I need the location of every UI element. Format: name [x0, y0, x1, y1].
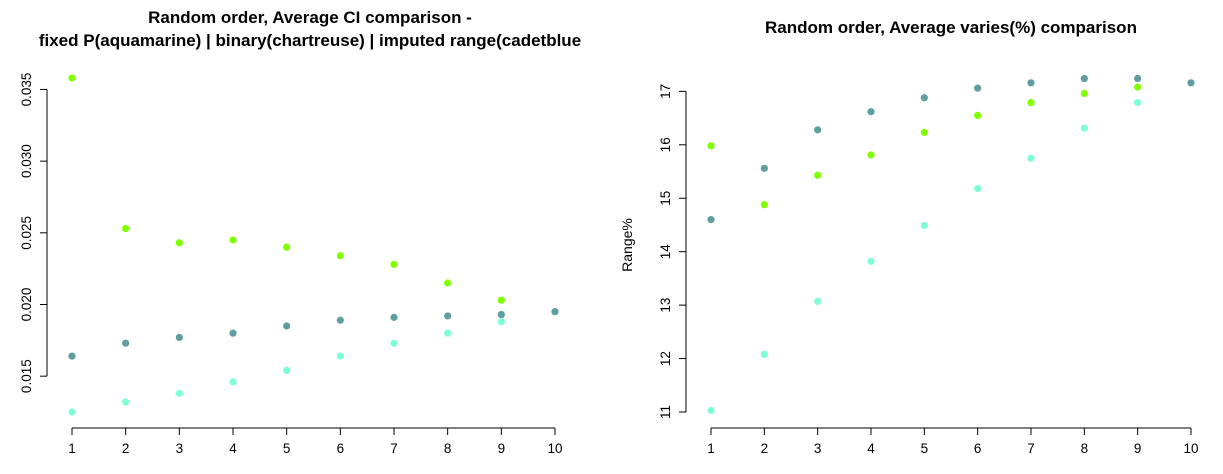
- x-tick-label: 3: [814, 441, 822, 456]
- x-tick-label: 3: [176, 441, 184, 456]
- y-tick-label: 16: [658, 137, 673, 152]
- data-point: [336, 252, 344, 260]
- data-point: [229, 378, 237, 386]
- chart-title-line: fixed P(aquamarine) | binary(chartreuse)…: [39, 31, 581, 50]
- x-tick-label: 5: [921, 441, 929, 456]
- data-point: [229, 329, 237, 337]
- data-point: [444, 329, 452, 337]
- y-tick-label: 12: [658, 351, 673, 366]
- data-point: [229, 236, 237, 244]
- data-point: [390, 313, 398, 321]
- x-tick-label: 9: [498, 441, 506, 456]
- data-point: [497, 310, 505, 319]
- x-tick-label: 8: [444, 441, 452, 456]
- data-point: [814, 126, 822, 134]
- data-point: [707, 142, 715, 150]
- data-point: [390, 260, 398, 268]
- y-axis-label: Range%: [619, 218, 635, 272]
- data-point: [707, 216, 715, 224]
- data-point: [1187, 79, 1195, 87]
- data-point: [444, 312, 452, 320]
- data-point: [444, 279, 452, 287]
- x-tick-label: 4: [867, 441, 875, 456]
- data-point: [122, 339, 130, 347]
- data-point: [867, 257, 875, 265]
- data-point: [336, 352, 344, 360]
- y-tick-label: 0.030: [19, 144, 34, 178]
- data-point: [1134, 83, 1142, 91]
- y-tick-label: 0.020: [19, 288, 34, 322]
- data-point: [814, 297, 822, 305]
- x-tick-label: 5: [283, 441, 291, 456]
- chart-title-line: Random order, Average CI comparison -: [148, 8, 472, 27]
- chart-panel-varies: Random order, Average varies(%) comparis…: [619, 18, 1199, 456]
- data-point: [920, 128, 928, 137]
- y-tick-label: 0.025: [19, 216, 34, 250]
- x-tick-label: 9: [1134, 441, 1142, 456]
- chart-title-line: Random order, Average varies(%) comparis…: [765, 18, 1137, 37]
- data-point: [707, 406, 715, 414]
- data-point: [1134, 98, 1142, 107]
- data-point: [1134, 74, 1142, 83]
- data-point: [175, 333, 183, 342]
- data-point: [1027, 98, 1035, 107]
- y-tick-label: 13: [658, 298, 673, 313]
- data-point: [974, 111, 982, 120]
- x-tick-label: 8: [1081, 441, 1089, 456]
- x-tick-label: 10: [547, 441, 562, 456]
- data-point: [175, 239, 183, 247]
- data-point: [68, 352, 76, 360]
- y-tick-label: 14: [658, 244, 673, 260]
- y-tick-label: 0.015: [19, 359, 34, 393]
- x-tick-label: 1: [68, 441, 76, 456]
- data-point: [175, 389, 183, 397]
- y-tick-label: 15: [658, 191, 673, 206]
- data-point: [920, 94, 928, 102]
- x-tick-label: 6: [974, 441, 982, 456]
- x-tick-label: 2: [761, 441, 769, 456]
- data-point: [68, 408, 76, 416]
- y-tick-label: 11: [658, 405, 673, 419]
- data-point: [122, 398, 130, 406]
- data-point: [497, 296, 505, 304]
- data-point: [974, 84, 982, 92]
- data-point: [814, 171, 822, 179]
- data-point: [920, 221, 928, 230]
- data-point: [867, 108, 875, 116]
- data-point: [497, 318, 505, 326]
- chart-panel-ci: Random order, Average CI comparison - fix…: [19, 8, 581, 456]
- x-tick-label: 7: [390, 441, 398, 456]
- y-tick-label: 17: [658, 84, 673, 99]
- x-tick-label: 2: [122, 441, 130, 456]
- data-point: [760, 350, 768, 358]
- x-tick-label: 6: [337, 441, 345, 456]
- data-point: [1080, 74, 1088, 83]
- data-point: [551, 308, 559, 316]
- y-tick-label: 0.035: [19, 73, 34, 107]
- data-point: [1080, 89, 1088, 98]
- data-point: [867, 151, 875, 159]
- data-point: [283, 322, 291, 330]
- x-tick-label: 4: [229, 441, 237, 456]
- data-point: [760, 201, 768, 209]
- data-point: [68, 74, 76, 82]
- data-point: [390, 339, 398, 347]
- data-point: [336, 316, 344, 324]
- data-point: [760, 164, 768, 172]
- x-tick-label: 1: [707, 441, 715, 456]
- data-point: [1080, 124, 1088, 132]
- data-point: [1027, 79, 1035, 87]
- data-point: [283, 366, 291, 375]
- x-tick-label: 10: [1183, 441, 1198, 456]
- data-point: [1027, 154, 1035, 162]
- x-tick-label: 7: [1027, 441, 1035, 456]
- data-point: [283, 243, 291, 251]
- data-point: [974, 185, 982, 193]
- data-point: [122, 224, 130, 233]
